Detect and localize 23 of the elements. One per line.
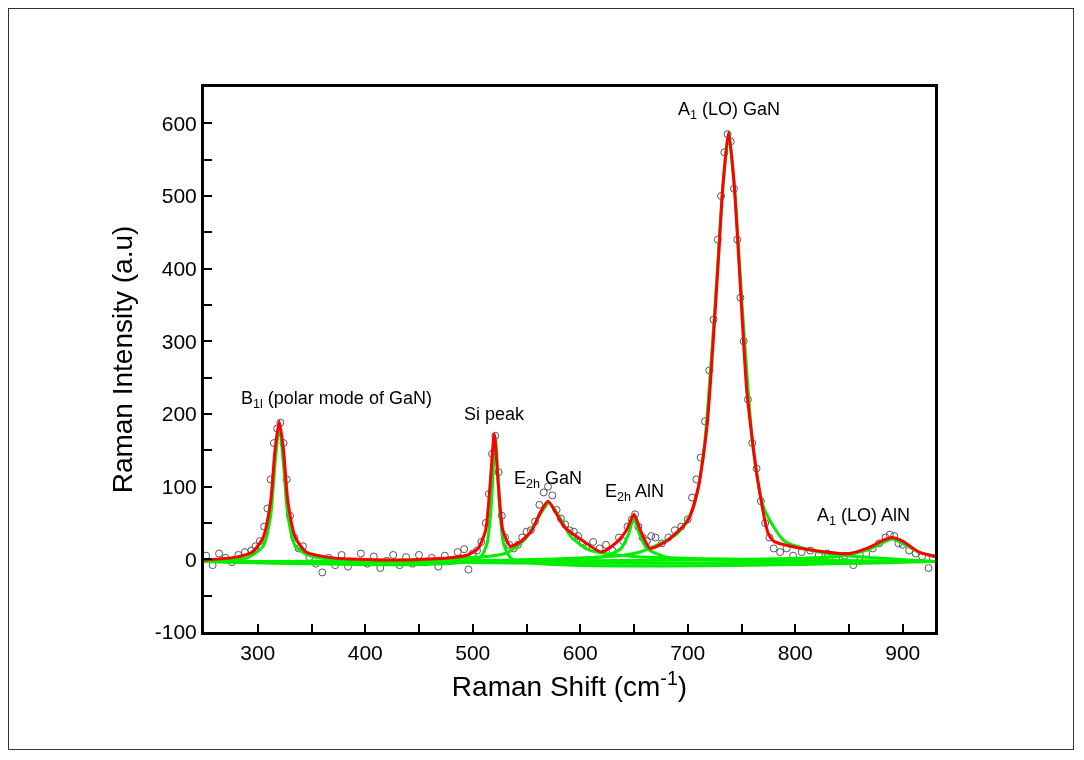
y-tick-label: 400	[161, 257, 197, 281]
annotation: B$_{1l}$ (polar mode of GaN)	[241, 388, 432, 411]
annotation: Si peak	[464, 404, 526, 424]
y-tick-label: -100	[154, 620, 197, 644]
y-tick-label: 200	[161, 402, 197, 426]
x-tick-label: 500	[455, 641, 491, 665]
annotation: E$_{2h}$ AlN	[605, 481, 665, 504]
y-tick-label: 0	[185, 547, 197, 571]
y-tick-label: 500	[161, 184, 197, 208]
x-tick-label: 800	[777, 641, 813, 665]
annotation: E$_{2h}$ GaN	[514, 468, 583, 491]
x-tick-label: 600	[562, 641, 598, 665]
annotation: A$_{1}$ (LO) GaN	[678, 99, 781, 122]
x-tick-label: 300	[240, 641, 276, 665]
annotation: A$_{1}$ (LO) AlN	[817, 505, 911, 528]
y-axis-title: Raman Intensity (a.u)	[107, 225, 139, 494]
y-tick-label: 300	[161, 329, 197, 353]
x-axis-title: Raman Shift (cm$^{-1}$)	[451, 666, 688, 703]
x-tick-label: 400	[347, 641, 383, 665]
x-tick-label: 700	[670, 641, 706, 665]
y-tick-label: 100	[161, 475, 197, 499]
x-tick-label: 900	[885, 641, 921, 665]
y-tick-label: 600	[161, 111, 197, 135]
